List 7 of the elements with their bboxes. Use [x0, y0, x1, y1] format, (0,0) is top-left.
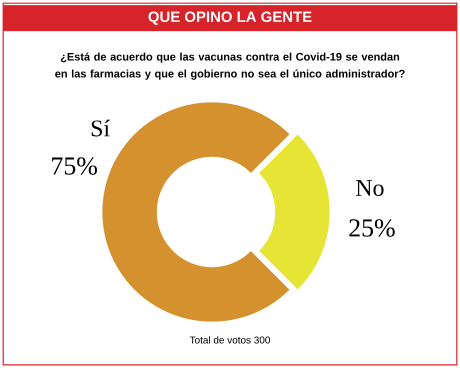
slice-label: No: [356, 180, 384, 196]
data-label: 75%: [52, 157, 97, 175]
data-label: 25%: [349, 219, 395, 237]
text: Total de votos 300: [190, 336, 270, 344]
slice-label: Sí: [92, 120, 110, 136]
chart-title: QUE OPINO LA GENTE: [148, 11, 312, 25]
chart-subtitle: ¿Está de acuerdo que las vacunas contra el Covid-19 se vendan en las farmacias y que el gobierno no sea el único administrador?: [55, 52, 405, 80]
